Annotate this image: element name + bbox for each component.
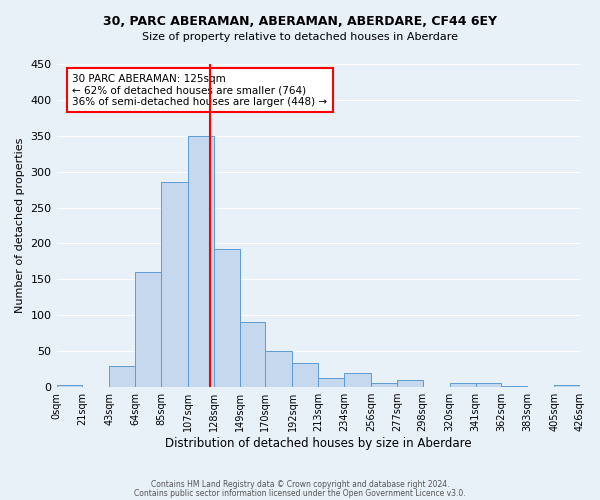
Bar xyxy=(239,322,265,387)
Bar xyxy=(371,383,397,387)
Bar xyxy=(214,249,239,387)
Bar xyxy=(292,364,318,387)
Bar xyxy=(554,385,580,387)
Bar xyxy=(318,378,344,387)
Y-axis label: Number of detached properties: Number of detached properties xyxy=(15,138,25,313)
Bar xyxy=(109,366,135,387)
Bar xyxy=(397,380,423,387)
Text: Size of property relative to detached houses in Aberdare: Size of property relative to detached ho… xyxy=(142,32,458,42)
Bar xyxy=(56,385,82,387)
Bar xyxy=(135,272,161,387)
Bar xyxy=(476,384,502,387)
Text: 30 PARC ABERAMAN: 125sqm
← 62% of detached houses are smaller (764)
36% of semi-: 30 PARC ABERAMAN: 125sqm ← 62% of detach… xyxy=(72,74,328,107)
Bar xyxy=(161,182,188,387)
X-axis label: Distribution of detached houses by size in Aberdare: Distribution of detached houses by size … xyxy=(165,437,472,450)
Bar xyxy=(502,386,527,387)
Bar xyxy=(344,372,371,387)
Text: Contains HM Land Registry data © Crown copyright and database right 2024.: Contains HM Land Registry data © Crown c… xyxy=(151,480,449,489)
Text: Contains public sector information licensed under the Open Government Licence v3: Contains public sector information licen… xyxy=(134,488,466,498)
Bar xyxy=(265,351,292,387)
Bar xyxy=(450,384,476,387)
Text: 30, PARC ABERAMAN, ABERAMAN, ABERDARE, CF44 6EY: 30, PARC ABERAMAN, ABERAMAN, ABERDARE, C… xyxy=(103,15,497,28)
Bar xyxy=(188,136,214,387)
